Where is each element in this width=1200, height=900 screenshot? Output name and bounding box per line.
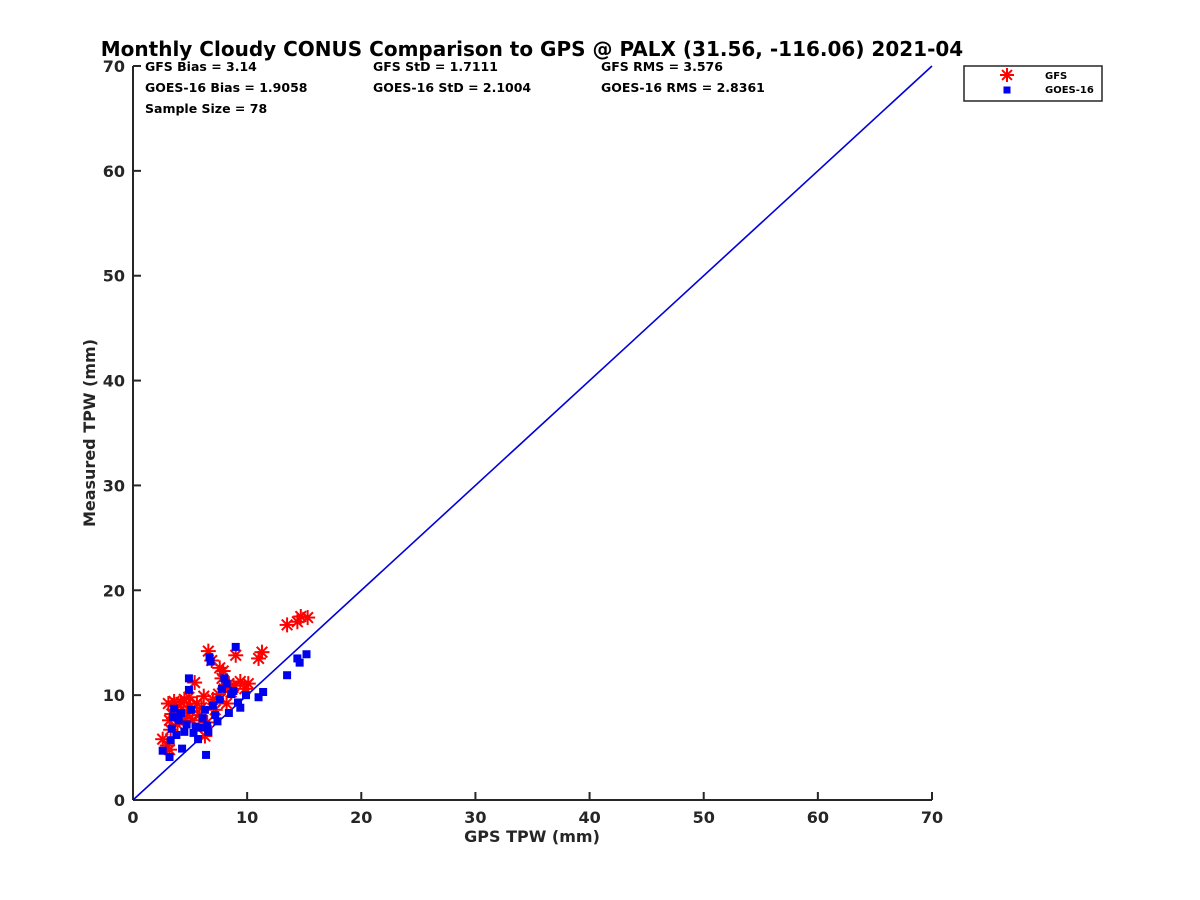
legend: GFS GOES-16 xyxy=(963,65,1103,102)
goes16-point xyxy=(204,727,213,736)
x-tick-label: 10 xyxy=(236,808,258,827)
goes16-point xyxy=(295,658,304,667)
goes16-point xyxy=(224,708,233,717)
goes16-point xyxy=(211,711,220,720)
goes16-point xyxy=(196,723,205,732)
y-tick-label: 30 xyxy=(103,476,125,495)
goes16-point xyxy=(202,750,211,759)
y-tick-label: 40 xyxy=(103,372,125,391)
goes-bias-text: GOES-16 Bias = 1.9058 xyxy=(145,80,307,95)
gfs-std-text: GFS StD = 1.7111 xyxy=(373,59,498,74)
goes16-point xyxy=(168,713,177,722)
gfs-series xyxy=(155,609,316,758)
x-tick-label: 0 xyxy=(127,808,138,827)
goes16-point xyxy=(205,653,214,662)
goes16-point xyxy=(220,674,229,683)
goes16-point xyxy=(167,724,176,733)
one-to-one-line xyxy=(132,65,933,801)
x-tick-labels: 0 10 20 30 40 50 60 70 xyxy=(127,808,943,827)
goes16-point xyxy=(213,717,222,726)
goes16-series xyxy=(158,642,311,762)
goes16-point xyxy=(165,753,174,762)
x-tick-label: 40 xyxy=(578,808,600,827)
x-tick-label: 30 xyxy=(464,808,486,827)
goes16-point xyxy=(222,679,231,688)
goes16-point xyxy=(198,714,207,723)
legend-goes16-symbol xyxy=(1003,86,1011,94)
goes16-point xyxy=(180,727,189,736)
y-tick-label: 20 xyxy=(103,581,125,600)
gfs-point xyxy=(240,676,256,692)
goes16-point xyxy=(236,703,245,712)
legend-box xyxy=(963,65,1103,102)
goes16-point xyxy=(234,698,243,707)
goes16-point xyxy=(158,746,167,755)
goes16-point xyxy=(283,671,292,680)
legend-gfs-marker xyxy=(1000,68,1014,82)
goes-rms-text: GOES-16 RMS = 2.8361 xyxy=(601,80,765,95)
goes16-point xyxy=(206,657,215,666)
goes16-point xyxy=(302,650,311,659)
gfs-rms-text: GFS RMS = 3.576 xyxy=(601,59,723,74)
gfs-point xyxy=(254,644,270,660)
goes16-point xyxy=(189,728,198,737)
goes16-point xyxy=(166,736,175,745)
goes16-point xyxy=(259,687,268,696)
y-axis-label: Measured TPW (mm) xyxy=(80,339,99,527)
x-tick-label: 50 xyxy=(693,808,715,827)
sample-size-text: Sample Size = 78 xyxy=(145,101,267,116)
goes16-point xyxy=(203,721,212,730)
goes16-point xyxy=(200,705,209,714)
gfs-point xyxy=(251,650,267,666)
goes16-point xyxy=(178,744,187,753)
goes16-point xyxy=(231,642,240,651)
y-tick-label: 50 xyxy=(103,267,125,286)
goes16-point xyxy=(187,705,196,714)
legend-gfs-symbol xyxy=(1000,68,1014,82)
goes16-point xyxy=(184,674,193,683)
gfs-bias-text: GFS Bias = 3.14 xyxy=(145,59,257,74)
goes16-point xyxy=(254,693,263,702)
legend-goes16-label: GOES-16 xyxy=(1045,85,1094,96)
gfs-point xyxy=(300,610,316,626)
chart-title: Monthly Cloudy CONUS Comparison to GPS @… xyxy=(101,37,963,61)
goes16-point xyxy=(229,686,238,695)
goes16-point xyxy=(176,708,185,717)
legend-goes16-marker xyxy=(1003,86,1011,94)
y-tick-labels: 0 10 20 30 40 50 60 70 xyxy=(103,57,125,810)
gfs-point xyxy=(279,617,295,633)
goes16-point xyxy=(170,704,179,713)
goes-std-text: GOES-16 StD = 2.1004 xyxy=(373,80,531,95)
x-tick-label: 60 xyxy=(807,808,829,827)
goes16-point xyxy=(293,654,302,663)
goes16-point xyxy=(172,730,181,739)
goes16-point xyxy=(208,701,217,710)
goes16-point xyxy=(242,691,251,700)
goes16-point xyxy=(194,735,203,744)
goes16-point xyxy=(182,720,191,729)
goes16-point xyxy=(191,722,200,731)
goes16-point xyxy=(218,684,227,693)
y-tick-label: 60 xyxy=(103,162,125,181)
y-tick-label: 0 xyxy=(114,791,125,810)
goes16-point xyxy=(174,716,183,725)
goes16-point xyxy=(184,685,193,694)
legend-gfs-label: GFS xyxy=(1045,71,1067,82)
y-tick-label: 70 xyxy=(103,57,125,76)
x-axis-label: GPS TPW (mm) xyxy=(464,827,600,846)
goes16-point xyxy=(215,695,224,704)
x-tick-label: 70 xyxy=(921,808,943,827)
y-tick-label: 10 xyxy=(103,686,125,705)
stats-annotations: GFS Bias = 3.14 GOES-16 Bias = 1.9058 Sa… xyxy=(145,59,765,116)
x-tick-label: 20 xyxy=(350,808,372,827)
